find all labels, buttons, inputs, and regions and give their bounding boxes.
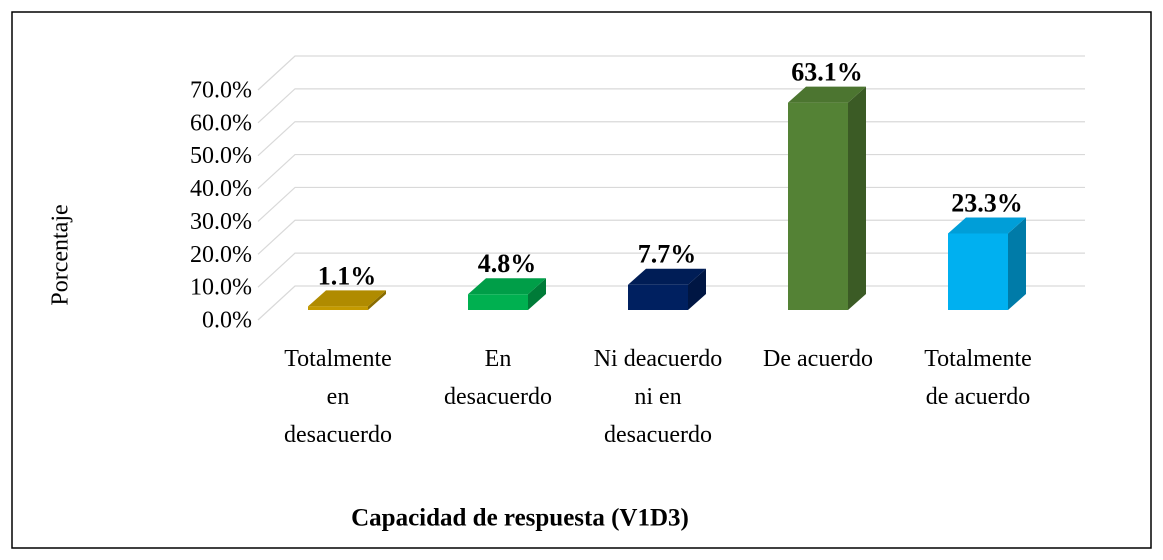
- y-tick-label: 0.0%: [202, 308, 252, 334]
- bar-front: [308, 306, 368, 310]
- bar-front: [628, 284, 688, 310]
- bar: [948, 217, 1026, 310]
- bar-side: [528, 278, 546, 310]
- bar: [628, 268, 706, 310]
- data-label: 63.1%: [791, 58, 863, 87]
- data-label: 7.7%: [638, 240, 697, 269]
- bar-side: [688, 268, 706, 310]
- y-tick-label: 50.0%: [190, 143, 252, 169]
- x-tick-label: De acuerdo: [763, 346, 873, 372]
- bar-side: [368, 290, 386, 310]
- bar: [788, 86, 866, 311]
- y-tick-label: 10.0%: [190, 275, 252, 301]
- x-tick-label: Totalmente en desacuerdo: [284, 346, 392, 448]
- bar-front: [948, 233, 1008, 310]
- y-tick-label: 30.0%: [190, 209, 252, 235]
- x-tick-label: Totalmente de acuerdo: [924, 346, 1032, 410]
- y-tick-label: 60.0%: [190, 110, 252, 136]
- bar-side: [1008, 217, 1026, 310]
- bar: [308, 290, 386, 310]
- bar-top: [628, 268, 706, 285]
- y-axis-label: Porcentaje: [48, 204, 74, 305]
- bar-top: [948, 217, 1026, 234]
- x-tick-label: Ni deacuerdo ni en desacuerdo: [594, 346, 723, 448]
- chart-title: Capacidad de respuesta (V1D3): [351, 505, 689, 532]
- y-tick-label: 20.0%: [190, 242, 252, 268]
- bar-front: [468, 294, 528, 310]
- bar: [468, 278, 546, 310]
- x-tick-label: En desacuerdo: [444, 346, 552, 410]
- bar-top: [788, 86, 866, 103]
- y-tick-label: 70.0%: [190, 78, 252, 104]
- y-tick-label: 40.0%: [190, 176, 252, 202]
- bar-front: [788, 102, 848, 311]
- data-label: 1.1%: [318, 261, 377, 290]
- bar-top: [468, 278, 546, 295]
- grid-line: [257, 55, 1085, 91]
- bar-top: [308, 290, 386, 307]
- data-label: 4.8%: [478, 249, 537, 278]
- bar-side: [848, 86, 866, 311]
- data-label: 23.3%: [951, 188, 1023, 217]
